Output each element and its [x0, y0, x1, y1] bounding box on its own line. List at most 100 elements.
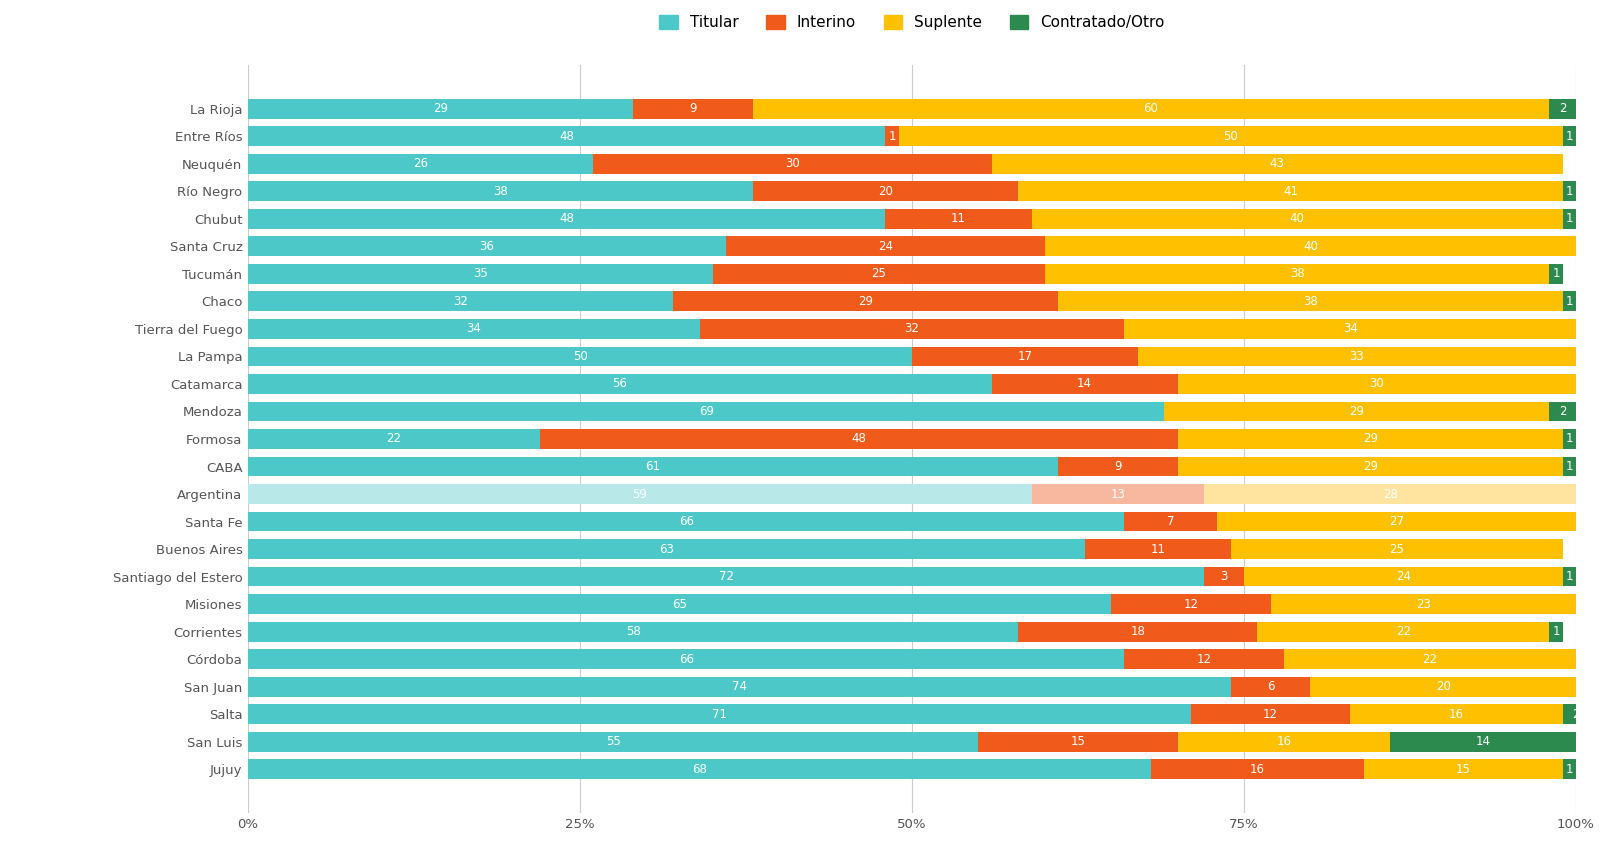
Bar [1045, 264, 1549, 284]
Text: 25: 25 [872, 267, 886, 280]
Bar [1563, 182, 1576, 202]
Bar [248, 704, 1190, 724]
Bar [1150, 759, 1363, 779]
Bar [1018, 622, 1258, 642]
Text: 2: 2 [1558, 405, 1566, 418]
Bar [1125, 319, 1576, 339]
Bar [1576, 484, 1589, 504]
Text: 60: 60 [1144, 102, 1158, 115]
Bar [248, 457, 1058, 477]
Bar [1178, 374, 1576, 394]
Text: 74: 74 [731, 680, 747, 693]
Text: 29: 29 [1363, 460, 1378, 473]
Text: 36: 36 [480, 240, 494, 253]
Text: 1: 1 [1566, 432, 1573, 445]
Bar [248, 539, 1085, 559]
Bar [248, 99, 634, 119]
Bar [248, 126, 885, 146]
Text: 1: 1 [1552, 625, 1560, 638]
Bar [912, 347, 1138, 367]
Text: 1: 1 [1566, 570, 1573, 583]
Text: 6: 6 [1267, 680, 1274, 693]
Text: 18: 18 [1130, 625, 1146, 638]
Bar [1245, 567, 1563, 586]
Text: 38: 38 [493, 185, 507, 198]
Bar [248, 484, 1032, 504]
Bar [1165, 401, 1549, 421]
Bar [248, 182, 752, 202]
Bar [1045, 236, 1576, 256]
Bar [1576, 676, 1589, 696]
Bar [1125, 650, 1283, 669]
Text: 69: 69 [699, 405, 714, 418]
Bar [1563, 209, 1576, 228]
Text: 41: 41 [1283, 185, 1298, 198]
Text: 58: 58 [626, 625, 640, 638]
Bar [1283, 650, 1576, 669]
Bar [1205, 567, 1245, 586]
Bar [248, 429, 541, 449]
Bar [248, 622, 1018, 642]
Text: 56: 56 [613, 377, 627, 390]
Bar [1110, 594, 1270, 614]
Text: 28: 28 [1382, 488, 1397, 501]
Text: 2: 2 [1558, 102, 1566, 115]
Text: 59: 59 [632, 488, 646, 501]
Bar [1085, 539, 1230, 559]
Bar [1563, 759, 1576, 779]
Bar [248, 236, 726, 256]
Text: 11: 11 [950, 212, 966, 226]
Text: 16: 16 [1277, 735, 1291, 748]
Bar [248, 401, 1165, 421]
Bar [1205, 484, 1576, 504]
Bar [1190, 704, 1350, 724]
Bar [248, 292, 674, 311]
Bar [1350, 704, 1563, 724]
Bar [248, 374, 992, 394]
Bar [248, 732, 979, 752]
Bar [1563, 429, 1576, 449]
Text: 12: 12 [1184, 598, 1198, 611]
Bar [541, 429, 1178, 449]
Text: 1: 1 [1552, 267, 1560, 280]
Bar [1390, 732, 1576, 752]
Text: 29: 29 [858, 295, 874, 308]
Text: 48: 48 [560, 130, 574, 143]
Bar [1138, 347, 1576, 367]
Bar [1563, 457, 1576, 477]
Text: 29: 29 [1363, 432, 1378, 445]
Bar [248, 347, 912, 367]
Text: 15: 15 [1070, 735, 1085, 748]
Text: 20: 20 [1435, 680, 1451, 693]
Text: 22: 22 [1395, 625, 1411, 638]
Text: 43: 43 [1270, 157, 1285, 170]
Text: 66: 66 [678, 515, 694, 528]
Text: 1: 1 [1579, 488, 1586, 501]
Bar [248, 209, 885, 228]
Bar [1310, 676, 1576, 696]
Bar [1258, 622, 1549, 642]
Text: 14: 14 [1475, 735, 1491, 748]
Text: 30: 30 [786, 157, 800, 170]
Text: 22: 22 [387, 432, 402, 445]
Bar [594, 154, 992, 174]
Text: 24: 24 [1395, 570, 1411, 583]
Bar [992, 154, 1563, 174]
Text: 20: 20 [878, 185, 893, 198]
Bar [1230, 676, 1310, 696]
Bar [634, 99, 752, 119]
Text: 61: 61 [645, 460, 661, 473]
Bar [248, 650, 1125, 669]
Text: 40: 40 [1302, 240, 1318, 253]
Bar [1018, 182, 1563, 202]
Text: 11: 11 [1150, 542, 1165, 555]
Text: 1: 1 [1566, 130, 1573, 143]
Text: 16: 16 [1450, 708, 1464, 721]
Text: 29: 29 [434, 102, 448, 115]
Bar [248, 567, 1205, 586]
Text: 50: 50 [1224, 130, 1238, 143]
Bar [1549, 401, 1576, 421]
Bar [248, 264, 714, 284]
Text: 1: 1 [888, 130, 896, 143]
Bar [752, 99, 1549, 119]
